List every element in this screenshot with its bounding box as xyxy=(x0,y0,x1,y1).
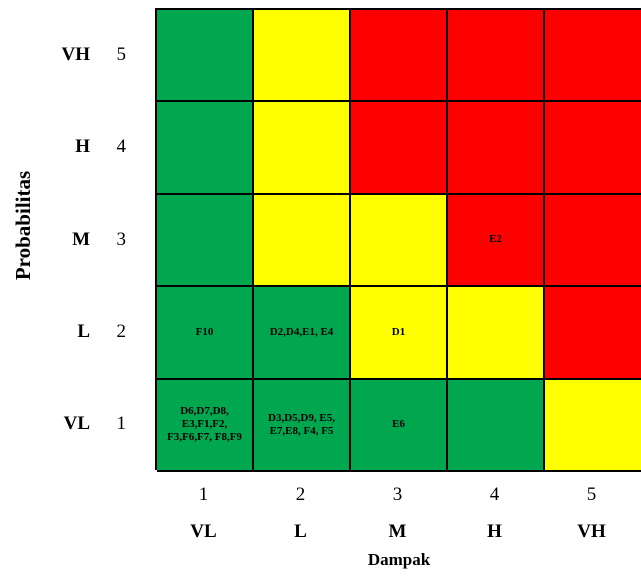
row-level: L xyxy=(77,320,90,342)
column-number: 2 xyxy=(295,484,306,505)
cell-p4-d4 xyxy=(448,102,545,195)
cell-text: E6 xyxy=(392,418,405,431)
cell-p4-d1 xyxy=(157,102,254,195)
column-level: VH xyxy=(577,521,606,542)
cell-text: F10 xyxy=(195,325,214,338)
cell-text: D6,D7,D8, E3,F1,F2, F3,F6,F7, F8,F9 xyxy=(167,405,242,444)
cell-p2-d3: D1 xyxy=(351,287,448,380)
cell-p5-d3 xyxy=(351,10,448,103)
cell-p1-d3: E6 xyxy=(351,379,448,472)
cell-p1-d2: D3,D5,D9, E5, E7,E8, F4, F5 xyxy=(254,379,351,472)
column-level: VL xyxy=(190,521,217,542)
row-number: 5 xyxy=(116,43,127,65)
cell-p4-d2 xyxy=(254,102,351,195)
cell-p4-d3 xyxy=(351,102,448,195)
cell-p2-d2: D2,D4,E1, E4 xyxy=(254,287,351,380)
y-axis-title-wrapper: Probabilitas xyxy=(4,110,44,340)
cell-text: E2 xyxy=(489,233,502,246)
cell-p2-d4 xyxy=(448,287,545,380)
column-level: L xyxy=(294,521,307,542)
row-label-5: VH 5 xyxy=(40,8,155,101)
column-level: M xyxy=(388,521,407,542)
cell-p1-d5 xyxy=(545,379,641,472)
cell-p5-d2 xyxy=(254,10,351,103)
row-level: VL xyxy=(63,412,90,434)
row-number: 2 xyxy=(116,320,127,342)
cell-p3-d5 xyxy=(545,194,641,288)
cell-p5-d5 xyxy=(545,10,641,103)
row-level: VH xyxy=(61,43,91,65)
column-number: 5 xyxy=(586,484,597,505)
cell-p3-d4: E2 xyxy=(448,194,545,288)
column-number: 4 xyxy=(489,484,500,505)
cell-p4-d5 xyxy=(545,102,641,195)
column-numbers: 1 2 3 4 5 xyxy=(155,484,641,506)
row-label-4: H 4 xyxy=(40,100,155,193)
cell-p3-d3 xyxy=(351,194,448,288)
cell-text: D3,D5,D9, E5, E7,E8, F4, F5 xyxy=(268,411,335,437)
column-number: 3 xyxy=(392,484,403,505)
cell-p5-d4 xyxy=(448,10,545,103)
x-axis-title: Dampak xyxy=(367,550,431,569)
y-axis-title: Probabilitas xyxy=(11,170,36,280)
cell-p2-d5 xyxy=(545,287,641,380)
cell-p1-d1: D6,D7,D8, E3,F1,F2, F3,F6,F7, F8,F9 xyxy=(157,379,254,472)
row-level: M xyxy=(72,228,90,250)
row-level: H xyxy=(75,135,90,157)
cell-p2-d1: F10 xyxy=(157,287,254,380)
cell-p1-d4 xyxy=(448,379,545,472)
cell-text: D1 xyxy=(391,325,406,338)
row-label-1: VL 1 xyxy=(40,377,155,470)
row-label-3: M 3 xyxy=(40,193,155,286)
column-number: 1 xyxy=(198,484,209,505)
cell-p3-d2 xyxy=(254,194,351,288)
row-number: 3 xyxy=(116,228,127,250)
column-levels: VL L M H VH xyxy=(155,521,641,543)
row-number: 1 xyxy=(116,412,127,434)
column-level: H xyxy=(487,521,502,542)
cell-text: D2,D4,E1, E4 xyxy=(269,325,334,338)
row-number: 4 xyxy=(116,135,127,157)
risk-matrix-grid: E2 F10 D2,D4,E1, E4 D1 D6,D7,D8, E3,F1,F… xyxy=(155,8,641,472)
cell-p3-d1 xyxy=(157,194,254,288)
row-label-2: L 2 xyxy=(40,285,155,378)
cell-p5-d1 xyxy=(157,10,254,103)
